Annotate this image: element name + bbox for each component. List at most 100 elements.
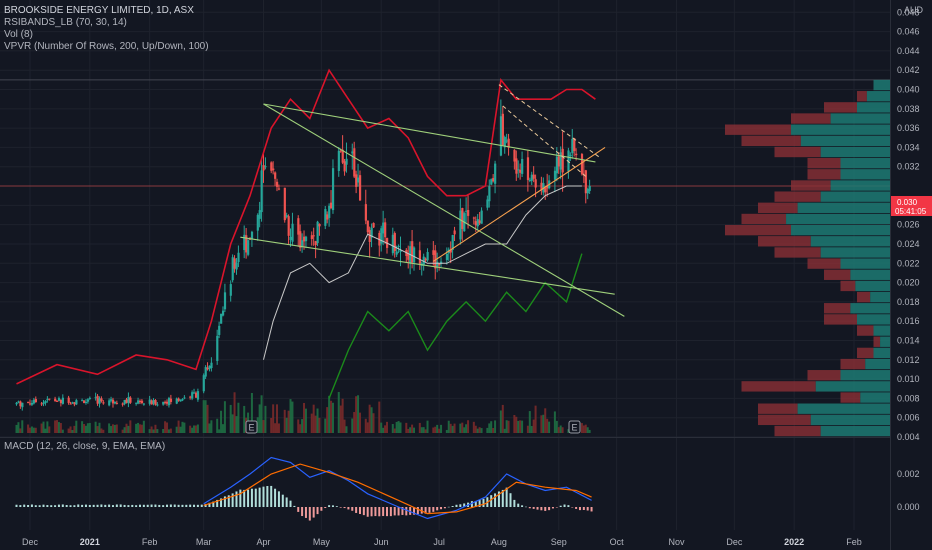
price-tick: 0.046: [897, 27, 920, 37]
macd-histogram-bar: [331, 505, 334, 507]
macd-histogram-bar: [154, 504, 157, 507]
volume-bar: [559, 425, 562, 433]
vp-down-bar: [774, 191, 821, 202]
volume-bar: [420, 427, 423, 433]
candle-body: [196, 391, 200, 400]
candle-body: [57, 398, 61, 401]
vp-up-bar: [815, 381, 890, 392]
volume-bar: [56, 420, 59, 433]
candle-body: [179, 399, 182, 402]
volume-bar: [204, 400, 207, 433]
candle-body: [276, 181, 279, 187]
macd-histogram-bar: [455, 504, 458, 507]
volume-bar: [297, 419, 300, 433]
macd-histogram-bar: [84, 504, 87, 507]
time-tick: Dec: [726, 537, 743, 547]
macd-histogram-bar: [571, 507, 574, 508]
volume-bar: [86, 423, 89, 433]
macd-histogram-bar: [196, 504, 199, 507]
volume-bar: [586, 427, 589, 433]
volume-bar: [138, 424, 141, 433]
candle-body: [426, 252, 429, 261]
indicator-vpvr[interactable]: VPVR (Number Of Rows, 200, Up/Down, 100): [4, 41, 209, 52]
candle-body: [517, 169, 520, 171]
volume-bar: [193, 425, 196, 433]
volume-bar: [438, 428, 441, 433]
volume-bar: [501, 404, 504, 433]
candle-body: [135, 402, 138, 404]
price-tick: 0.026: [897, 220, 920, 230]
price-tick: 0.006: [897, 413, 920, 423]
earnings-marker-1[interactable]: E: [245, 420, 258, 434]
vp-up-bar: [810, 414, 890, 426]
candle-body: [339, 150, 342, 152]
macd-histogram-bar: [19, 505, 22, 507]
macd-histogram-bar: [513, 499, 516, 507]
volume-bar: [94, 421, 97, 433]
volume-bar: [580, 423, 583, 433]
macd-histogram-bar: [393, 507, 396, 516]
trendline: [240, 236, 615, 295]
earnings-marker-2[interactable]: E: [568, 420, 581, 434]
macd-histogram-bar: [328, 505, 331, 507]
candle-body: [476, 219, 479, 227]
candle-body: [59, 399, 63, 404]
volume-bar: [372, 413, 375, 433]
candle-body: [137, 400, 140, 404]
macd-histogram-bar: [405, 507, 408, 516]
volume-bar: [235, 416, 238, 433]
vp-up-bar: [873, 347, 890, 359]
volume-bar: [27, 424, 30, 433]
trendline: [263, 103, 625, 317]
macd-histogram-bar: [111, 505, 114, 507]
symbol-title[interactable]: BROOKSIDE ENERGY LIMITED, 1D, ASX: [4, 5, 194, 16]
volume-bar: [73, 425, 76, 433]
candle-body: [553, 170, 557, 180]
volume-bar: [237, 402, 240, 433]
volume-bar: [380, 422, 383, 433]
macd-histogram-bar: [397, 507, 400, 516]
vp-up-bar: [870, 291, 890, 303]
volume-bar: [148, 429, 151, 433]
candle-body: [210, 362, 213, 369]
candle-body: [519, 169, 522, 173]
indicator-macd[interactable]: MACD (12, 26, close, 9, EMA, EMA): [4, 441, 165, 452]
macd-histogram-bar: [563, 504, 566, 507]
volume-bar: [301, 419, 304, 433]
vp-down-bar: [758, 403, 798, 414]
volume-bar: [223, 401, 226, 433]
candle-body: [436, 261, 439, 267]
candle-body: [233, 258, 236, 269]
time-tick: Feb: [846, 537, 862, 547]
volume-bar: [142, 420, 145, 433]
macd-histogram-bar: [343, 507, 346, 509]
macd-histogram-bar: [212, 501, 215, 507]
time-axis[interactable]: Dec 2021 Feb Mar Apr May Jun Jul Aug Sep Oct Nov Dec…: [22, 537, 862, 547]
time-tick: May: [313, 537, 331, 547]
volume-bar: [221, 424, 224, 433]
indicator-rsibands[interactable]: RSIBANDS_LB (70, 30, 14): [4, 17, 127, 28]
rsi-green-line: [328, 253, 583, 399]
macd-histogram-bar: [362, 507, 365, 516]
volume-bar: [177, 420, 180, 433]
macd-histogram-bar: [521, 505, 524, 507]
candle-body: [98, 398, 101, 404]
time-tick: Apr: [256, 537, 270, 547]
volume-bar: [465, 424, 468, 433]
volume-bar: [467, 420, 470, 433]
candle-body: [494, 163, 497, 184]
macd-histogram-bar: [162, 505, 165, 507]
vp-down-bar: [741, 135, 801, 147]
candle-body: [81, 400, 84, 402]
price-tick: 0.022: [897, 258, 920, 268]
macd-histogram-bar: [389, 507, 392, 517]
volume-bar: [164, 421, 167, 433]
vp-down-bar: [840, 358, 866, 370]
candle-body: [569, 154, 572, 156]
indicator-volume[interactable]: Vol (8): [4, 29, 33, 40]
vp-up-bar: [830, 180, 890, 191]
macd-histogram-bar: [440, 507, 443, 510]
svg-text:E: E: [572, 423, 578, 433]
volume-bar: [59, 423, 62, 433]
